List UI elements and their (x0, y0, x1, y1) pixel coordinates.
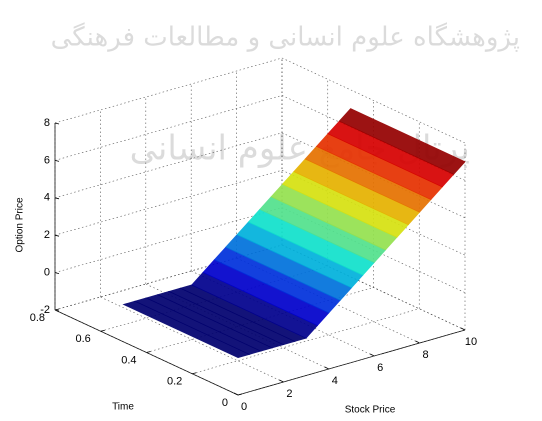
y-tick-label: 0.6 (75, 333, 90, 345)
grid-line (54, 57, 283, 124)
grid-line (100, 296, 284, 383)
z-axis-label: Option Price (15, 197, 26, 252)
tick-mark (54, 160, 60, 162)
tick-mark (324, 366, 329, 370)
tick-mark (233, 392, 239, 396)
tick-mark (54, 234, 60, 237)
z-tick-label: 6 (44, 154, 50, 166)
tick-mark (54, 272, 60, 274)
y-axis-label: Time (112, 402, 134, 413)
y-tick-label: 0.2 (167, 376, 182, 388)
surface-patch (338, 108, 466, 175)
tick-mark (100, 329, 105, 332)
z-tick-label: 8 (44, 117, 50, 129)
z-tick-label: 0 (44, 267, 50, 279)
tick-mark (192, 372, 197, 375)
tick-mark (370, 353, 375, 357)
x-axis-label: Stock Price (345, 405, 396, 416)
z-tick-label: 2 (44, 229, 50, 241)
grid-line (54, 95, 283, 161)
watermark: پژوهشگاه علوم انسانی و مطالعات فرهنگی (51, 22, 520, 53)
x-tick-label: 0 (241, 401, 247, 413)
x-tick-label: 4 (332, 375, 338, 387)
tick-mark (54, 308, 60, 311)
grid-line (237, 329, 466, 396)
x-tick-label: 10 (465, 336, 477, 348)
y-tick-label: 0 (222, 397, 228, 409)
grid-line (54, 207, 283, 273)
y-tick-label: 0.8 (30, 312, 45, 324)
tick-mark (54, 197, 60, 200)
tick-mark (54, 122, 60, 125)
tick-mark (146, 351, 151, 353)
y-tick-label: 0.4 (121, 354, 136, 366)
grid-line (54, 132, 283, 199)
grid-line (281, 57, 466, 144)
tick-mark (237, 393, 243, 396)
x-tick-label: 6 (377, 362, 383, 374)
z-tick-label: -2 (40, 304, 50, 316)
tick-mark (460, 327, 466, 331)
z-tick-label: 4 (44, 192, 50, 204)
grid-line (192, 308, 420, 375)
tick-mark (279, 379, 284, 383)
x-tick-label: 8 (423, 349, 429, 361)
tick-mark (415, 340, 420, 344)
x-tick-label: 2 (286, 388, 292, 400)
grid-line (54, 169, 283, 236)
